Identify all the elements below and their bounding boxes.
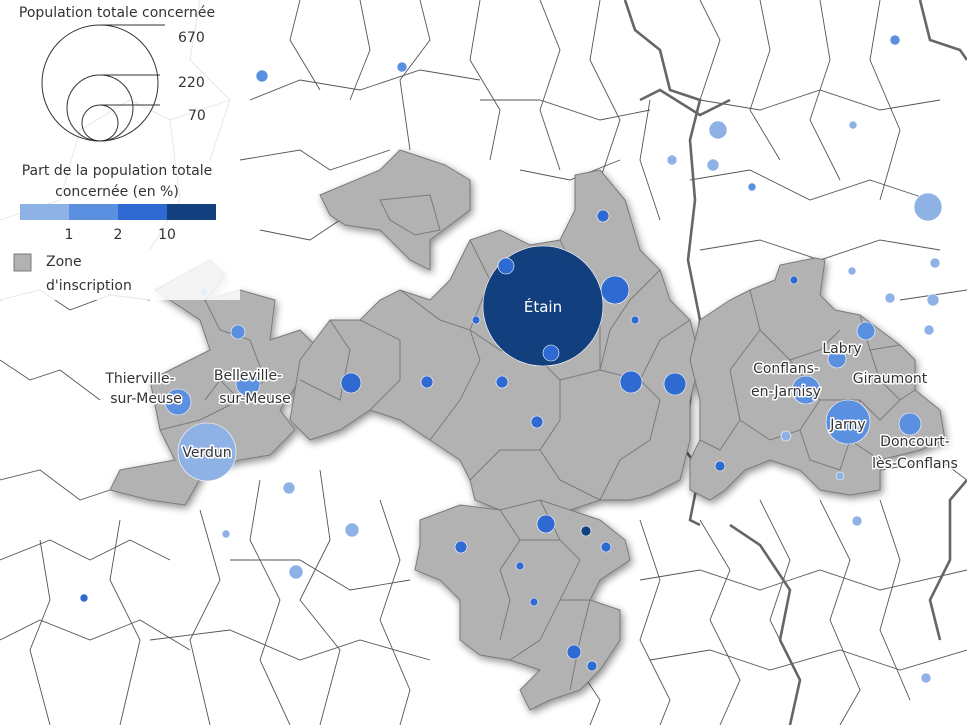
place-labels: Étain Verdun Thierville- sur-Meuse Belle… [103, 297, 959, 474]
circle-point [542, 344, 560, 362]
label-belleville-1: Belleville- [214, 368, 282, 384]
circle-point [221, 529, 231, 539]
circle-point [79, 593, 89, 603]
circle-labry [827, 349, 847, 369]
circle-point [586, 660, 598, 672]
circle-doncourt [898, 412, 922, 436]
label-giraumont: Giraumont [853, 371, 928, 387]
circle-giraumont [856, 321, 876, 341]
legend: Population totale concernée 670 220 70 P… [0, 0, 240, 300]
circle-point [495, 375, 509, 389]
circle-point [789, 275, 799, 285]
circle-point [747, 182, 757, 192]
zone-south [414, 499, 631, 711]
circle-point [536, 514, 556, 534]
circle-verdun [177, 422, 237, 482]
circle-point [835, 471, 845, 481]
circle-point [619, 370, 643, 394]
legend-background [0, 0, 240, 300]
circle-point [666, 154, 678, 166]
zone-north-2 [379, 194, 441, 236]
label-conflans-2: en-Jarnisy [751, 384, 821, 400]
circle-point [580, 525, 592, 537]
circle-point [706, 158, 720, 172]
legend-size-value-70: 70 [188, 108, 206, 124]
circle-point [454, 540, 468, 554]
circle-thierville [164, 388, 192, 416]
circle-point [851, 515, 863, 527]
circle-point [530, 415, 544, 429]
legend-zone-swatch [13, 253, 32, 272]
circle-point [288, 564, 304, 580]
label-doncourt-1: Doncourt- [880, 434, 950, 450]
legend-zone-label-1: Zone [46, 254, 82, 270]
circle-point [344, 522, 360, 538]
label-belleville-2: sur-Meuse [219, 391, 291, 407]
label-labry: Labry [822, 341, 861, 357]
circle-point [630, 315, 640, 325]
legend-size-value-670: 670 [178, 30, 205, 46]
legend-swatch-2 [69, 204, 118, 220]
circle-point [929, 257, 941, 269]
circle-point [848, 120, 858, 130]
circle-point [708, 120, 728, 140]
circle-point [340, 372, 362, 394]
circle-point [255, 69, 269, 83]
circle-point [396, 61, 408, 73]
legend-zone-label-2: d'inscription [46, 278, 132, 294]
circle-point [663, 372, 687, 396]
circle-point [420, 375, 434, 389]
legend-break-3: 10 [158, 227, 176, 243]
legend-color-ramp [20, 204, 216, 220]
circle-point [923, 324, 935, 336]
label-conflans-1: Conflans- [753, 361, 819, 377]
circle-point [515, 561, 525, 571]
zone-west [109, 259, 321, 506]
circle-point [600, 541, 612, 553]
label-verdun: Verdun [182, 445, 231, 461]
label-jarny: Jarny [829, 417, 865, 433]
zone-east [689, 257, 946, 501]
circle-point [471, 315, 481, 325]
circle-point [889, 34, 901, 46]
circle-point [920, 672, 932, 684]
circle-point [230, 324, 246, 340]
circle-point [926, 293, 940, 307]
circle-point [714, 460, 726, 472]
legend-size-title: Population totale concernée [19, 5, 215, 21]
circle-point [529, 597, 539, 607]
circle-point [600, 275, 630, 305]
legend-color-title-1: Part de la population totale [22, 163, 213, 179]
circle-point [913, 192, 943, 222]
label-thierville-1: Thierville- [104, 371, 174, 387]
circle-jarny [825, 399, 871, 445]
circle-belleville [235, 371, 261, 397]
legend-swatch-4 [167, 204, 216, 220]
circle-point [282, 481, 296, 495]
circle-conflans [791, 375, 821, 405]
circle-point [847, 266, 857, 276]
circle-point [780, 430, 792, 442]
legend-swatch-1 [20, 204, 69, 220]
circle-point [566, 644, 582, 660]
circle-point [497, 257, 515, 275]
circle-point [596, 209, 610, 223]
legend-swatch-3 [118, 204, 167, 220]
label-thierville-2: sur-Meuse [110, 391, 182, 407]
legend-size-value-220: 220 [178, 75, 205, 91]
legend-color-title-2: concernée (en %) [55, 184, 179, 200]
circle-etain [482, 245, 604, 367]
circle-point [884, 292, 896, 304]
legend-break-2: 2 [114, 227, 123, 243]
label-doncourt-2: lès-Conflans [872, 456, 958, 472]
legend-break-1: 1 [65, 227, 74, 243]
label-etain: Étain [524, 297, 562, 316]
